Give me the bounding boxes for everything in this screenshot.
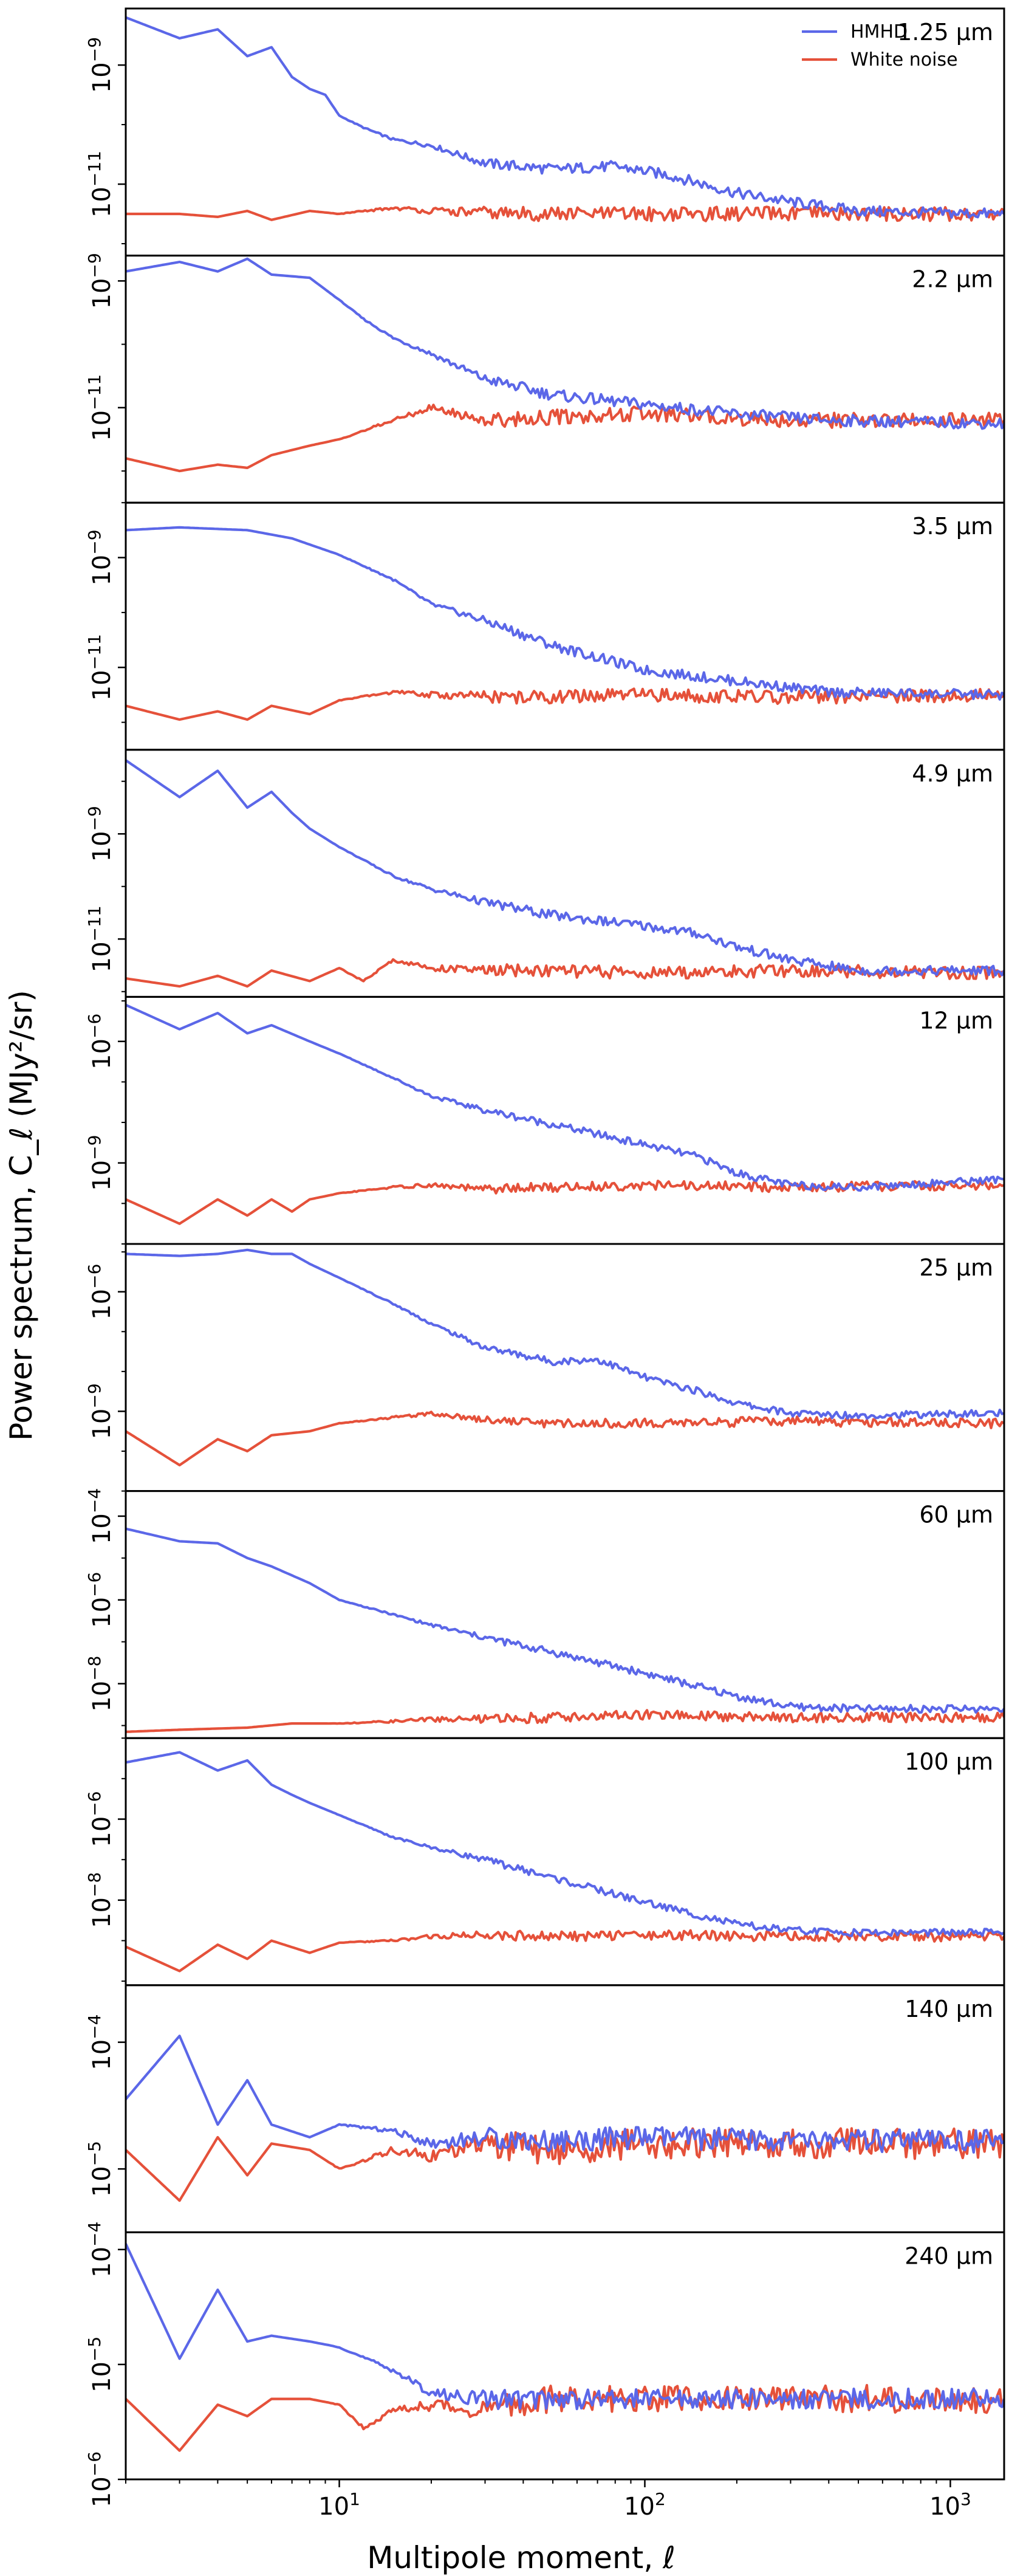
white-noise-series-line <box>126 687 1004 721</box>
panel-frame <box>125 1984 1005 2233</box>
y-tick-label: 10−5 <box>84 2337 116 2392</box>
panel-3: 10−11 10−9 4.9 μm <box>84 749 1005 998</box>
panel-6: 10−8 10−6 10−4 60 μm <box>84 1488 1005 1739</box>
y-tick-label: 10−5 <box>84 2141 116 2197</box>
white-noise-series-line <box>126 958 1004 988</box>
hmhd-series-line <box>126 1248 1004 1420</box>
hmhd-series-line <box>126 257 1004 430</box>
hmhd-series-line <box>126 1751 1004 1937</box>
band-label: 100 μm <box>905 1748 993 1775</box>
panel-8: 10−5 10−4 140 μm <box>84 1984 1005 2233</box>
y-tick-label: 10−4 <box>84 2222 116 2278</box>
hmhd-series-line <box>126 526 1004 701</box>
panel-4: 10−9 10−6 12 μm <box>84 995 1005 1245</box>
band-label: 2.2 μm <box>912 266 993 293</box>
y-tick-label: 10−4 <box>84 2014 116 2070</box>
band-label: 240 μm <box>905 2242 993 2269</box>
hmhd-series-line <box>126 759 1004 977</box>
panel-2: 10−11 10−9 3.5 μm <box>84 501 1005 751</box>
white-noise-series-line <box>126 205 1004 222</box>
x-axis-title: Multipole moment, ℓ <box>367 2540 676 2575</box>
panel-frame <box>125 7 1005 257</box>
hmhd-series-line <box>126 2243 1004 2411</box>
band-label: 60 μm <box>919 1502 993 1528</box>
legend-entry: White noise <box>850 49 958 70</box>
white-noise-series-line <box>126 1929 1004 1973</box>
panel-frame <box>125 1737 1005 1987</box>
panels-group: 10−11 10−9 1.25 μm 10−11 10−9 2.2 μm 10−11 10−9… <box>84 7 1005 2521</box>
y-tick-label: 10−9 <box>84 806 116 862</box>
hmhd-series-line <box>126 1527 1004 1714</box>
y-tick-label: 10−8 <box>84 1656 116 1712</box>
legend: HMHD White noise <box>802 21 958 70</box>
white-noise-series-line <box>126 1709 1004 1733</box>
y-tick-label: 10−8 <box>84 1872 116 1928</box>
y-tick-label: 10−9 <box>84 1135 116 1191</box>
x-axis: 101 102 103 <box>125 2479 971 2521</box>
panel-1: 10−11 10−9 2.2 μm <box>84 253 1005 504</box>
x-tick-label: 103 <box>929 2489 971 2521</box>
band-label: 1.25 μm <box>897 19 993 46</box>
y-tick-label: 10−11 <box>84 905 116 972</box>
band-label: 25 μm <box>919 1254 993 1281</box>
y-tick-label: 10−9 <box>84 253 116 309</box>
y-tick-label: 10−11 <box>84 374 116 441</box>
y-tick-label: 10−6 <box>84 1264 116 1320</box>
y-tick-label: 10−9 <box>84 1383 116 1439</box>
white-noise-series-line <box>126 404 1004 473</box>
y-tick-label: 10−6 <box>84 1572 116 1628</box>
panel-frame <box>125 749 1005 998</box>
panel-9: 10−6 10−5 10−4 240 μm <box>84 2222 1005 2507</box>
panel-0: 10−11 10−9 1.25 μm <box>84 7 1005 257</box>
y-tick-label: 10−6 <box>84 1791 116 1847</box>
y-tick-label: 10−11 <box>84 634 116 701</box>
panel-frame <box>125 1243 1005 1492</box>
band-label: 4.9 μm <box>912 760 993 787</box>
y-axis-title: Power spectrum, C_ℓ (MJy²/sr) <box>4 990 39 1441</box>
panel-frame <box>125 255 1005 504</box>
panel-frame <box>125 2231 1005 2481</box>
x-tick-label: 102 <box>624 2489 666 2521</box>
y-tick-label: 10−9 <box>84 529 116 585</box>
legend-entry: HMHD <box>850 21 908 43</box>
y-tick-label: 10−11 <box>84 151 116 218</box>
y-tick-label: 10−4 <box>84 1488 116 1544</box>
hmhd-series-line <box>126 16 1004 219</box>
band-label: 12 μm <box>919 1007 993 1034</box>
x-tick-label: 101 <box>318 2489 360 2521</box>
hmhd-series-line <box>126 1003 1004 1192</box>
panel-7: 10−8 10−6 100 μm <box>84 1737 1005 1987</box>
band-label: 140 μm <box>905 1996 993 2022</box>
panel-frame <box>125 1490 1005 1739</box>
white-noise-series-line <box>126 1179 1004 1225</box>
hmhd-series-line <box>126 2035 1004 2154</box>
white-noise-series-line <box>126 1410 1004 1467</box>
panel-5: 10−9 10−6 25 μm <box>84 1243 1005 1492</box>
panel-frame <box>125 995 1005 1245</box>
y-tick-label: 10−6 <box>84 2451 116 2507</box>
y-tick-label: 10−6 <box>84 1014 116 1070</box>
band-label: 3.5 μm <box>912 513 993 540</box>
y-tick-label: 10−9 <box>84 37 116 93</box>
